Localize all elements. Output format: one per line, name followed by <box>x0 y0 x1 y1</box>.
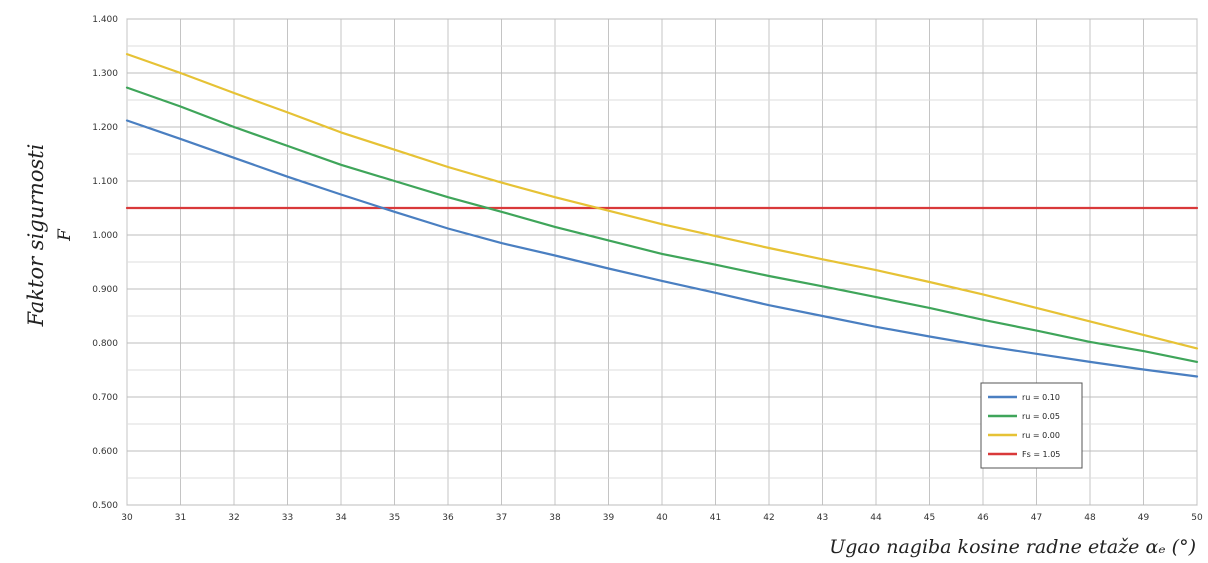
y-tick-label: 0.800 <box>92 339 118 349</box>
legend-label: Fs = 1.05 <box>1022 450 1060 459</box>
x-tick-label: 47 <box>1031 513 1042 523</box>
x-tick-label: 46 <box>977 513 989 523</box>
x-tick-labels: 30 31 32 33 34 35 36 37 38 39 40 41 42 43 44 45 46 47 48 49… <box>121 513 1203 523</box>
y-tick-label: 1.100 <box>92 177 118 187</box>
y-tick-label: 0.500 <box>92 501 118 511</box>
series-line-2 <box>125 86 1199 363</box>
y-tick-label: 0.700 <box>92 393 118 403</box>
x-tick-label: 44 <box>870 513 882 523</box>
x-tick-label: 36 <box>442 513 454 523</box>
x-tick-label: 41 <box>710 513 721 523</box>
y-tick-label: 1.400 <box>92 15 118 25</box>
x-tick-label: 48 <box>1084 513 1096 523</box>
x-tick-label: 35 <box>389 513 400 523</box>
x-tick-label: 31 <box>175 513 186 523</box>
x-tick-label: 50 <box>1191 513 1203 523</box>
x-tick-label: 40 <box>656 513 668 523</box>
x-tick-label: 38 <box>549 513 561 523</box>
x-tick-label: 30 <box>121 513 133 523</box>
legend-items: ru = 0.10 ru = 0.05 ru = 0.00 Fs = 1.05 <box>988 393 1060 459</box>
y-tick-label: 1.300 <box>92 69 118 79</box>
series-line-3 <box>125 52 1199 350</box>
y-tick-label: 1.200 <box>92 123 118 133</box>
y-tick-label: 0.600 <box>92 447 118 457</box>
y-axis-symbol: F <box>55 228 75 242</box>
series-lines <box>125 52 1199 378</box>
x-tick-label: 34 <box>335 513 347 523</box>
x-tick-label: 32 <box>228 513 239 523</box>
y-tick-label: 1.000 <box>92 231 118 241</box>
x-tick-label: 39 <box>603 513 615 523</box>
series-line-1 <box>125 119 1199 378</box>
grid <box>126 18 1198 506</box>
legend-label: ru = 0.10 <box>1022 393 1060 402</box>
x-axis-title: Ugao nagiba kosine radne etaže αₑ (°) <box>829 536 1196 558</box>
x-tick-label: 43 <box>817 513 828 523</box>
y-axis-title: Faktor sigurnosti <box>24 144 48 328</box>
x-tick-label: 33 <box>282 513 293 523</box>
legend-label: ru = 0.05 <box>1022 412 1060 421</box>
x-tick-label: 45 <box>924 513 935 523</box>
y-tick-labels: 0.500 0.600 0.700 0.800 0.900 1.000 1.100 1.200… <box>92 15 118 511</box>
x-tick-label: 49 <box>1138 513 1150 523</box>
x-tick-label: 37 <box>496 513 507 523</box>
y-tick-label: 0.900 <box>92 285 118 295</box>
legend: ru = 0.10 ru = 0.05 ru = 0.00 Fs = 1.05 <box>980 382 1083 469</box>
x-tick-label: 42 <box>763 513 774 523</box>
legend-label: ru = 0.00 <box>1022 431 1060 440</box>
